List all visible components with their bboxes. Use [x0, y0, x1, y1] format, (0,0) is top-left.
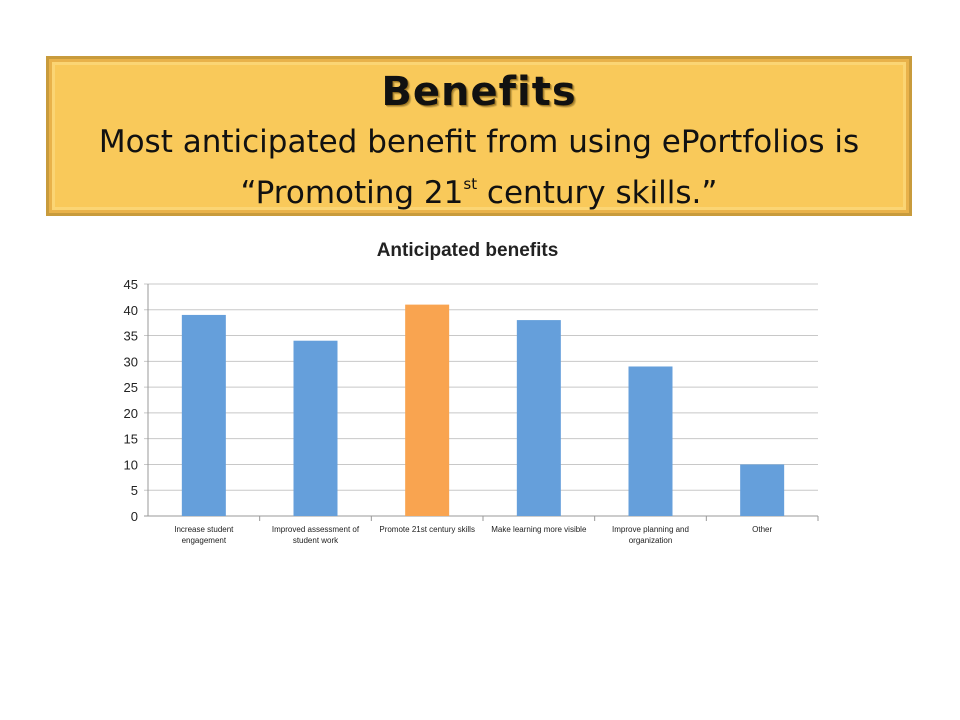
- x-axis-category-labels: Increase student engagement Improved asses…: [174, 525, 772, 545]
- subtitle-line-2-start: “Promoting 21: [240, 175, 464, 211]
- bar-3: [405, 304, 450, 516]
- bars: [181, 304, 785, 516]
- x-category-label: Promote 21st century skills: [379, 525, 475, 534]
- slide-subtitle: Most anticipated benefit from using ePor…: [49, 121, 909, 214]
- gridlines: [144, 283, 819, 521]
- x-category-label-line: organization: [629, 536, 673, 545]
- bar-2: [293, 340, 338, 516]
- y-tick-label: 15: [124, 432, 138, 447]
- y-axis-tick-labels: 0 5 10 15 20 25 30 35 40 45: [124, 277, 138, 524]
- x-category-label-line: engagement: [182, 536, 227, 545]
- y-tick-label: 5: [131, 483, 138, 498]
- x-category-label-line: Make learning more visible: [491, 525, 587, 534]
- x-category-label-line: Increase student: [174, 525, 234, 534]
- x-category-label: Increase student engagement: [174, 525, 234, 545]
- y-tick-label: 20: [124, 406, 138, 421]
- x-category-label: Improve planning and organization: [612, 525, 689, 545]
- bar-4: [516, 320, 561, 516]
- bar-5: [628, 366, 673, 516]
- y-tick-label: 40: [124, 303, 138, 318]
- slide-title: Benefits: [381, 69, 577, 115]
- x-category-label-line: Other: [752, 525, 772, 534]
- chart-title: Anticipated benefits: [376, 240, 559, 261]
- title-banner: Benefits Most anticipated benefit from u…: [46, 56, 912, 216]
- bar-chart: 0 5 10 15 20 25 30 35 40 45 Increase student engag…: [124, 277, 819, 545]
- x-category-label-line: Improve planning and: [612, 525, 689, 534]
- subtitle-line-1: Most anticipated benefit from using ePor…: [98, 124, 860, 160]
- subtitle-line-2-end: century skills.”: [477, 175, 718, 211]
- subtitle-superscript: st: [463, 175, 478, 193]
- x-category-label-line: student work: [293, 536, 339, 545]
- x-category-label-line: Improved assessment of: [272, 525, 360, 534]
- y-tick-label: 10: [124, 457, 138, 472]
- x-category-label: Improved assessment of student work: [272, 525, 360, 545]
- bar-6: [740, 464, 785, 516]
- x-category-label: Other: [752, 525, 772, 534]
- x-category-label: Make learning more visible: [491, 525, 587, 534]
- y-tick-label: 25: [124, 380, 138, 395]
- y-tick-label: 35: [124, 329, 138, 344]
- x-category-label-line: Promote 21st century skills: [379, 525, 475, 534]
- y-tick-label: 30: [124, 354, 138, 369]
- y-tick-label: 0: [131, 509, 138, 524]
- bar-1: [181, 314, 226, 516]
- y-tick-label: 45: [124, 277, 138, 292]
- subtitle-line-2: “Promoting 21st century skills.”: [49, 163, 909, 214]
